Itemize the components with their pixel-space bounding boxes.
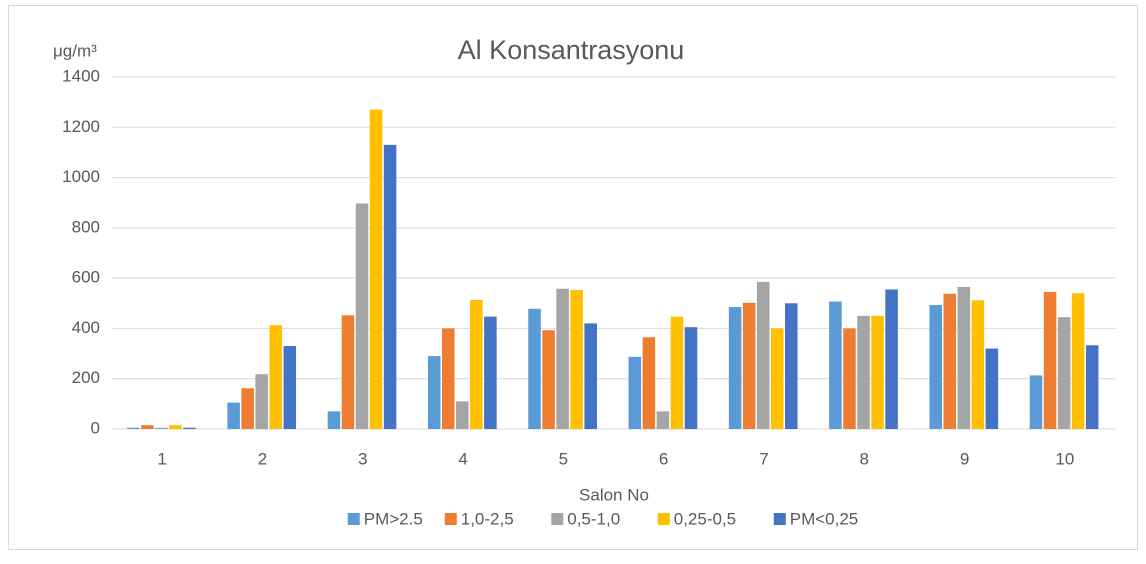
bar (885, 289, 898, 429)
bar (1057, 317, 1071, 429)
legend-swatch (551, 513, 564, 525)
bar (456, 401, 469, 429)
bar (742, 302, 756, 429)
x-tick-label: 7 (759, 449, 768, 468)
bar (642, 337, 656, 429)
bar (584, 323, 597, 429)
bar (943, 293, 957, 429)
y-tick-label: 200 (72, 368, 100, 387)
bar (383, 144, 397, 429)
bar (670, 316, 684, 429)
y-tick-label: 400 (72, 318, 100, 337)
legend-label: 0,5-1,0 (567, 509, 620, 528)
bar (169, 425, 182, 429)
bar (770, 328, 784, 429)
bar (441, 328, 455, 429)
legend-label: 0,25-0,5 (674, 509, 736, 528)
x-tick-label: 6 (659, 449, 668, 468)
x-tick-label: 1 (157, 449, 166, 468)
y-tick-label: 1400 (62, 66, 100, 85)
bar (957, 286, 971, 429)
bar (570, 289, 583, 429)
bar (269, 325, 283, 429)
bar (985, 348, 999, 429)
y-tick-label: 1000 (62, 167, 100, 186)
x-tick-label: 5 (559, 449, 568, 468)
x-tick-label: 2 (258, 449, 267, 468)
bar (656, 411, 670, 429)
legend-swatch (347, 513, 360, 525)
bar (1085, 345, 1099, 429)
bar (427, 356, 441, 429)
bar (369, 109, 383, 429)
legend-swatch (773, 513, 786, 525)
bar (684, 327, 698, 429)
x-tick-label: 3 (358, 449, 367, 468)
bar (556, 288, 569, 429)
x-tick-label: 9 (960, 449, 969, 468)
bar (843, 328, 856, 429)
x-tick-label: 4 (458, 449, 467, 468)
bar (470, 300, 483, 429)
bar (857, 315, 870, 429)
legend-label: 1,0-2,5 (461, 509, 514, 528)
x-tick-label: 8 (860, 449, 869, 468)
bar (1029, 375, 1043, 429)
bar (183, 427, 196, 429)
x-tick-label: 10 (1055, 449, 1074, 468)
bar (728, 307, 742, 429)
bar (829, 301, 842, 429)
chart-title: Al Konsantrasyonu (458, 35, 685, 65)
legend-label: PM>2.5 (364, 509, 423, 528)
y-tick-label: 800 (72, 217, 100, 236)
chart-border (8, 5, 1138, 550)
bar (341, 315, 355, 429)
bar (141, 425, 154, 429)
bar (528, 308, 541, 429)
bar (929, 305, 942, 429)
bar (1071, 293, 1085, 429)
bar (871, 315, 884, 429)
bar (155, 427, 168, 429)
bar (283, 346, 297, 429)
bar (484, 316, 497, 429)
bar (542, 330, 555, 429)
legend-swatch (444, 513, 457, 525)
bar (241, 388, 254, 429)
x-axis-label: Salon No (579, 485, 649, 504)
bar (1043, 291, 1057, 429)
y-tick-label: 600 (72, 268, 100, 287)
bar (227, 402, 240, 429)
bar (971, 300, 985, 429)
bar (785, 303, 798, 429)
bar (327, 411, 341, 429)
y-tick-label: 1200 (62, 117, 100, 136)
legend-swatch (657, 513, 670, 525)
y-tick-label: 0 (91, 418, 100, 437)
bar (127, 427, 140, 429)
bar (628, 356, 642, 429)
legend-label: PM<0,25 (790, 509, 859, 528)
bar (255, 374, 268, 429)
y-unit: μg/m³ (53, 41, 97, 60)
bar (756, 281, 770, 429)
bar (355, 203, 369, 429)
